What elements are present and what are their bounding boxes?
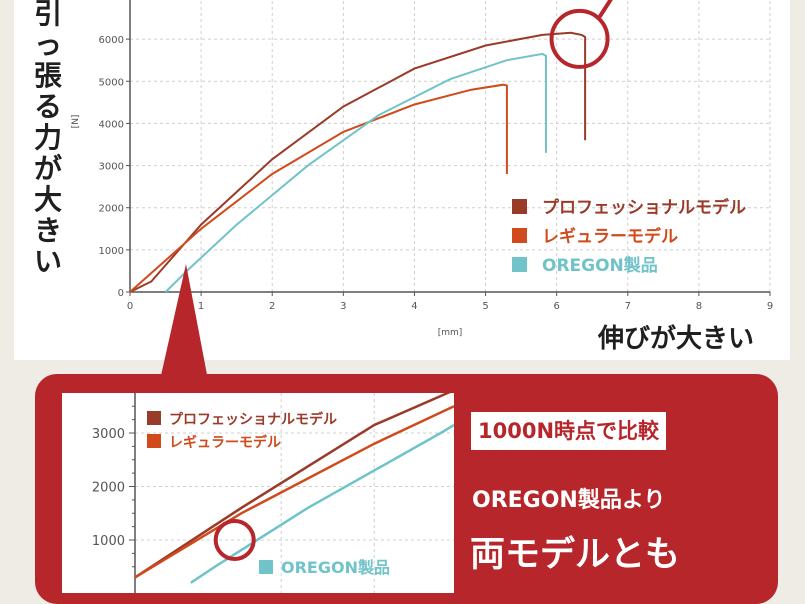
x-tick-label: 7 [625,301,631,312]
zoom-legend-label: レギュラーモデル [169,434,281,451]
y-tick-label: 2000 [99,204,124,215]
chart-panel: 0 1 2 3 4 5 6 7 8 9 0 1000 2000 3000 4000 5000 6000 [mm] [… [14,0,790,360]
zoom-y-tick-label: 2000 [92,481,125,496]
zoom-legend-label: OREGON製品 [281,558,390,577]
callout-line-1: OREGON製品より [472,488,666,513]
callout-line-2: 両モデルとも [470,535,681,575]
x-tick-label: 4 [411,301,417,312]
series-line [164,52,547,293]
y-emphasis-caption: 引っ張る力が大きい [33,0,62,278]
x-tick-label: 5 [482,301,488,312]
grid [130,0,771,292]
zoom-chart-box: 1000 2000 3000 プロフェッショナルモデル レギュラーモデル OREGON製品 [62,393,454,593]
legend-label: プロフェッショナルモデル [542,197,746,218]
y-axis-label: [N] [71,115,81,129]
zoom-highlight-circle [213,519,256,561]
x-tick-label: 9 [767,301,773,312]
legend-swatch [512,199,527,214]
comparison-tag: 1000N時点で比較 [471,412,667,450]
x-emphasis-caption: 伸びが大きい [598,324,755,354]
y-tick-label: 4000 [99,119,124,130]
highlight-circle [549,8,610,69]
zoom-y-tick-label: 1000 [92,534,125,549]
legend-label: レギュラーモデル [542,226,678,247]
y-tick-label: 5000 [99,77,124,88]
zoom-series-line [190,423,454,584]
zoom-series-line [134,405,454,579]
series-line [129,31,587,293]
y-tick-label: 6000 [99,35,124,46]
legend-swatch [512,257,527,272]
x-tick-label: 3 [340,301,346,312]
x-tick-label: 1 [198,301,204,312]
legend-label: OREGON製品 [542,255,658,276]
x-tick-label: 0 [127,301,133,312]
x-axis-label: [mm] [438,328,463,338]
x-tick-label: 8 [696,301,702,312]
zoom-series-line [134,393,451,579]
main-chart: 0 1 2 3 4 5 6 7 8 9 0 1000 2000 3000 4000 5000 6000 [mm] [… [71,0,773,338]
y-tick-label: 1000 [99,246,124,257]
x-tick-label: 6 [553,301,559,312]
y-tick-label: 0 [118,288,124,299]
x-tick-label: 2 [269,301,275,312]
y-tick-label: 3000 [99,162,124,173]
zoom-legend-swatch [259,560,273,574]
highlight-pointer [597,0,613,19]
zoom-legend-label: プロフェッショナルモデル [169,411,337,428]
zoom-y-tick-label: 3000 [92,427,125,442]
legend-swatch [512,228,527,243]
zoom-legend-swatch [147,411,161,425]
series-line [129,83,508,293]
zoom-legend-swatch [147,434,161,448]
